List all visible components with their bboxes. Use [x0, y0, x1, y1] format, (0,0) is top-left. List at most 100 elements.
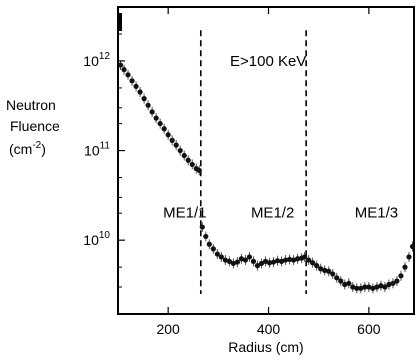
- annotation-energy: E>100 KeV: [230, 53, 306, 70]
- data-point: [342, 281, 348, 288]
- region-label: ME1/2: [251, 204, 294, 221]
- data-point: [206, 241, 212, 247]
- data-point: [214, 251, 220, 257]
- y-axis-label-line2: Fluence: [10, 118, 60, 134]
- data-point: [302, 254, 308, 260]
- data-point: [282, 257, 289, 263]
- data-point: [295, 256, 301, 262]
- data-point: [322, 267, 328, 273]
- y-tick-exponent: 12: [99, 51, 111, 62]
- data-point: [199, 224, 205, 230]
- data-point: [153, 115, 159, 121]
- x-tick-label: 600: [357, 321, 381, 337]
- y-axis-unit-close: ): [41, 141, 46, 157]
- data-point: [173, 142, 179, 148]
- data-point: [157, 120, 163, 127]
- data-point: [185, 157, 191, 163]
- data-point: [286, 256, 293, 263]
- y-axis-unit-exp: -2: [32, 140, 41, 151]
- data-point: [210, 246, 216, 252]
- data-point: [266, 260, 273, 266]
- x-tick-label: 400: [257, 321, 281, 337]
- data-point: [409, 243, 416, 250]
- data-point: [230, 260, 236, 267]
- y-tick-base: 10: [84, 143, 100, 159]
- data-point: [274, 258, 281, 264]
- data-point: [234, 259, 241, 265]
- data-point: [278, 258, 285, 264]
- data-point: [246, 254, 253, 260]
- y-tick-label: 1010: [83, 230, 110, 248]
- data-point: [189, 161, 195, 168]
- data-point: [370, 285, 376, 291]
- y-tick-label: 1012: [83, 51, 110, 69]
- y-tick-exponent: 10: [99, 230, 111, 241]
- y-tick-base: 10: [83, 232, 99, 248]
- data-point: [310, 260, 316, 266]
- data-point: [330, 271, 336, 277]
- data-point: [181, 152, 187, 159]
- data-point: [141, 96, 147, 102]
- data-point: [390, 280, 396, 286]
- data-point: [262, 258, 269, 264]
- data-point: [129, 78, 135, 84]
- data-point: [222, 257, 228, 263]
- y-tick-exponent: 11: [100, 141, 111, 152]
- data-point: [121, 67, 127, 73]
- data-point: [270, 259, 277, 265]
- data-point: [346, 280, 352, 286]
- data-point: [382, 284, 388, 290]
- corner-mark: [118, 13, 122, 31]
- data-point: [358, 285, 364, 291]
- data-point: [354, 285, 360, 291]
- data-point: [161, 126, 167, 132]
- data-point: [203, 233, 209, 240]
- y-axis-label-line1: Neutron: [6, 97, 56, 113]
- data-point: [394, 278, 400, 284]
- data-point: [334, 275, 340, 281]
- data-point: [196, 167, 202, 174]
- y-axis-label: Neutron Fluence (cm-2): [6, 97, 60, 157]
- y-tick-base: 10: [83, 53, 99, 69]
- data-point: [238, 256, 245, 262]
- data-point: [398, 273, 404, 279]
- data-point: [338, 278, 344, 284]
- data-point: [218, 254, 224, 260]
- data-point: [165, 132, 171, 138]
- data-point: [149, 109, 155, 115]
- y-tick-label: 1011: [84, 141, 110, 159]
- data-point: [177, 147, 183, 154]
- data-point: [133, 83, 139, 89]
- region-labels: ME1/1 ME1/2 ME1/3: [163, 204, 398, 221]
- data-point: [314, 263, 320, 269]
- x-axis-label: Radius (cm): [228, 339, 303, 355]
- data-point: [402, 264, 408, 270]
- plot-frame: [117, 6, 415, 315]
- data-point: [125, 72, 131, 78]
- data-point: [145, 102, 151, 108]
- data-point: [290, 257, 297, 263]
- data-point: [386, 281, 392, 288]
- data-point: [254, 263, 261, 269]
- series-layer: [117, 30, 416, 294]
- data-point: [250, 258, 257, 264]
- region-label: ME1/1: [163, 204, 206, 221]
- data-point: [242, 257, 249, 263]
- data-point: [406, 254, 412, 260]
- data-point: [378, 283, 384, 289]
- data-point: [362, 284, 368, 290]
- region-label: ME1/3: [355, 204, 398, 221]
- data-point: [117, 62, 124, 68]
- data-point: [169, 137, 175, 143]
- y-axis-label-line3: (cm-2): [9, 140, 46, 157]
- data-point: [366, 284, 372, 290]
- data-point: [306, 257, 312, 263]
- data-point: [258, 260, 265, 267]
- data-point: [137, 89, 143, 95]
- data-point: [326, 268, 332, 274]
- y-axis-unit-base: (cm: [9, 141, 32, 157]
- data-point: [350, 284, 356, 290]
- data-point: [226, 258, 232, 264]
